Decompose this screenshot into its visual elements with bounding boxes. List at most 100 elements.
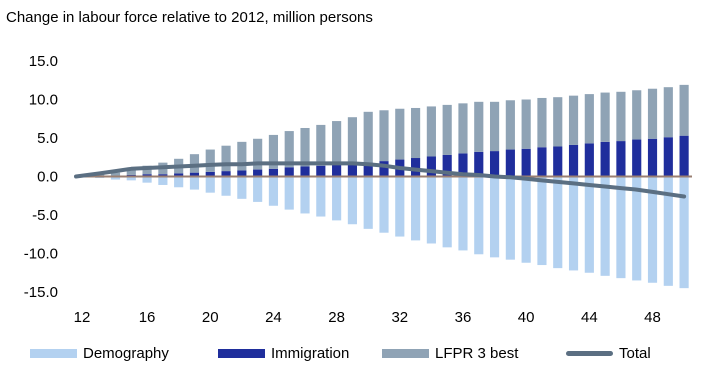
- bar-demography: [284, 176, 294, 210]
- bar-lfpr: [521, 99, 531, 149]
- bar-immigration: [616, 141, 626, 177]
- bar-demography: [442, 176, 452, 248]
- bar-demography: [600, 176, 610, 276]
- bar-demography: [174, 176, 184, 188]
- x-tick-label: 24: [265, 309, 282, 326]
- bar-immigration: [237, 170, 247, 177]
- bar-demography: [489, 176, 500, 258]
- bar-immigration: [205, 171, 215, 177]
- y-tick-label: -10.0: [24, 246, 58, 263]
- bar-immigration: [632, 139, 642, 177]
- bar-demography: [663, 176, 673, 286]
- x-tick-label: 20: [202, 309, 219, 326]
- bar-lfpr: [489, 101, 500, 152]
- legend-item-immigration: Immigration: [218, 345, 349, 362]
- bar-immigration: [332, 164, 342, 177]
- bar-lfpr: [537, 97, 547, 148]
- bar-lfpr: [332, 121, 342, 165]
- bar-immigration: [600, 141, 610, 177]
- bar-lfpr: [553, 97, 563, 147]
- bar-lfpr: [189, 154, 200, 173]
- bar-demography: [189, 176, 200, 190]
- bar-demography: [205, 176, 215, 193]
- bar-demography: [647, 176, 658, 283]
- bar-lfpr: [474, 101, 484, 152]
- bar-lfpr: [505, 100, 515, 150]
- bar-immigration: [505, 149, 515, 177]
- series-line-total: [74, 161, 687, 199]
- bar-lfpr: [237, 141, 247, 171]
- bar-demography: [316, 176, 326, 217]
- bar-immigration: [458, 153, 468, 177]
- bar-demography: [411, 176, 421, 241]
- bar-lfpr: [632, 90, 642, 140]
- bar-immigration: [363, 162, 373, 177]
- bar-demography: [584, 176, 594, 273]
- bar-series: [95, 84, 689, 289]
- bar-immigration: [189, 172, 200, 177]
- x-tick-label: 44: [581, 309, 598, 326]
- bar-demography: [426, 176, 436, 244]
- bar-immigration: [158, 174, 168, 177]
- x-tick-label: 28: [328, 309, 345, 326]
- bar-lfpr: [442, 104, 452, 155]
- y-tick-label: -5.0: [32, 207, 58, 224]
- legend-swatch-immigration: [218, 349, 265, 358]
- legend-swatch-demography: [30, 349, 77, 358]
- bar-lfpr: [458, 103, 468, 154]
- legend-item-lfpr: LFPR 3 best: [382, 345, 518, 362]
- bar-immigration: [426, 156, 436, 177]
- bar-lfpr: [426, 106, 436, 157]
- bar-demography: [110, 176, 121, 180]
- bar-demography: [253, 176, 263, 202]
- bar-demography: [474, 176, 484, 255]
- legend-swatch-total: [566, 351, 613, 356]
- x-tick-label: 40: [518, 309, 535, 326]
- bar-lfpr: [647, 88, 658, 139]
- bar-lfpr: [379, 110, 389, 162]
- bar-immigration: [663, 137, 673, 177]
- legend-item-total: Total: [566, 345, 651, 362]
- bar-immigration: [537, 147, 547, 177]
- bar-demography: [568, 176, 579, 271]
- bar-lfpr: [268, 134, 279, 169]
- bar-immigration: [142, 174, 152, 177]
- bar-lfpr: [568, 95, 579, 145]
- bar-demography: [221, 176, 231, 196]
- bar-immigration: [584, 143, 594, 177]
- x-tick-label: 16: [139, 309, 156, 326]
- x-tick-label: 12: [74, 309, 91, 326]
- bar-immigration: [679, 135, 689, 177]
- bar-immigration: [253, 169, 263, 177]
- bar-demography: [363, 176, 373, 229]
- bar-lfpr: [221, 145, 231, 172]
- bar-lfpr: [584, 94, 594, 144]
- bar-immigration: [474, 151, 484, 177]
- bar-immigration: [300, 166, 310, 177]
- bar-immigration: [489, 151, 500, 177]
- bar-demography: [347, 176, 357, 225]
- y-tick-label: 5.0: [37, 130, 58, 147]
- x-axis-ticks: 12 16 20 24 28 32 36 40 44 48: [74, 309, 661, 326]
- legend-swatch-lfpr: [382, 349, 429, 358]
- bar-immigration: [568, 144, 579, 177]
- bar-demography: [632, 176, 642, 281]
- bar-lfpr: [395, 108, 405, 160]
- bar-lfpr: [253, 138, 263, 170]
- bar-immigration: [411, 158, 421, 177]
- bar-immigration: [647, 138, 658, 177]
- y-tick-label: 0.0: [37, 169, 58, 186]
- bar-demography: [126, 176, 136, 181]
- bar-lfpr: [284, 131, 294, 168]
- y-tick-label: -15.0: [24, 284, 58, 301]
- bar-lfpr: [679, 84, 689, 136]
- bar-immigration: [553, 146, 563, 177]
- bar-immigration: [379, 161, 389, 177]
- bar-immigration: [347, 163, 357, 177]
- bar-lfpr: [300, 127, 310, 167]
- bar-demography: [458, 176, 468, 251]
- bar-demography: [537, 176, 547, 266]
- bar-demography: [300, 176, 310, 214]
- legend: Demography Immigration LFPR 3 best Total: [0, 345, 701, 367]
- bar-demography: [616, 176, 626, 279]
